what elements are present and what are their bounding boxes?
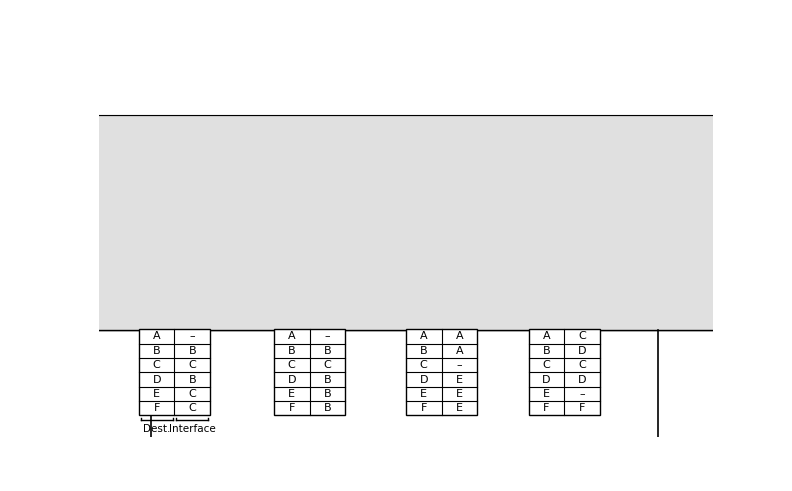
Text: P2: P2 [649,82,664,96]
Circle shape [435,136,469,157]
Text: A: A [420,331,428,341]
Bar [529,329,600,415]
Bar [139,329,210,415]
Text: C: C [578,331,586,341]
Text: Processo P1: Processo P1 [125,82,195,96]
Polygon shape [437,225,460,245]
Text: C: C [287,360,295,370]
Text: Equipamento do ISP: Equipamento do ISP [402,77,520,90]
Text: –: – [189,331,195,341]
Text: –: – [456,360,462,370]
Text: 4: 4 [303,162,312,175]
Text: E: E [500,198,508,211]
Text: E: E [288,389,295,399]
Text: F: F [543,403,550,413]
Text: B: B [188,346,196,356]
Text: C: C [578,360,586,370]
Text: A: A [543,331,550,341]
Text: D: D [447,139,457,152]
Text: D: D [543,375,550,384]
Text: A: A [455,331,463,341]
Text: E: E [456,375,463,384]
Text: F: F [288,403,295,413]
Text: F: F [421,403,427,413]
Text: C: C [323,360,331,370]
Polygon shape [296,159,319,178]
Text: A: A [281,198,291,211]
Text: A: A [288,331,295,341]
Text: E: E [456,403,463,413]
Text: Tabela de A (inicial): Tabela de A (inicial) [124,315,226,325]
Polygon shape [318,214,341,233]
Circle shape [269,194,303,215]
Text: C: C [188,403,196,413]
Text: F: F [154,403,160,413]
Text: Tabela de E: Tabela de E [535,315,594,325]
Text: F: F [579,403,585,413]
Text: LAN: LAN [572,219,596,232]
Text: E: E [421,389,427,399]
FancyBboxPatch shape [0,0,792,115]
Text: B: B [420,346,428,356]
Text: C: C [188,360,196,370]
Text: Tabela de C: Tabela de C [411,315,471,325]
Text: B: B [288,346,295,356]
Text: C: C [395,245,405,258]
Text: A: A [455,346,463,356]
Text: –: – [325,331,330,341]
Ellipse shape [265,123,529,274]
Text: B: B [153,346,161,356]
Text: Pacote: Pacote [195,266,234,279]
Polygon shape [522,196,542,213]
FancyBboxPatch shape [0,0,792,330]
Text: B: B [323,389,331,399]
Text: E: E [153,389,160,399]
Text: C: C [153,360,161,370]
Text: Tabela de A (depois): Tabela de A (depois) [257,315,363,325]
Text: –: – [579,389,584,399]
Text: 3: 3 [325,217,333,230]
FancyBboxPatch shape [0,0,792,330]
Text: D: D [152,375,161,384]
Text: D: D [578,346,586,356]
Text: H2: H2 [649,211,666,224]
Text: Dest.: Dest. [143,424,170,434]
Text: C: C [420,360,428,370]
Circle shape [548,194,583,215]
Text: D: D [578,375,586,384]
Text: B: B [188,375,196,384]
Bar [406,329,477,415]
Text: C: C [188,389,196,399]
Text: 2: 2 [445,228,453,241]
Text: F: F [562,198,569,211]
Text: B: B [323,403,331,413]
Text: B: B [323,375,331,384]
Text: B: B [343,139,352,152]
Text: B: B [543,346,550,356]
Text: Interface: Interface [169,424,215,434]
Circle shape [330,136,365,157]
Text: E: E [456,389,463,399]
Text: D: D [420,375,428,384]
Text: D: D [287,375,296,384]
Text: 1: 1 [527,198,536,211]
Text: Host H1: Host H1 [128,211,174,224]
Text: Roteador: Roteador [299,77,353,90]
Text: A: A [153,331,161,341]
Text: E: E [543,389,550,399]
Circle shape [383,241,417,262]
FancyBboxPatch shape [0,0,792,115]
Bar [274,329,345,415]
Text: B: B [323,346,331,356]
Circle shape [487,194,521,215]
Text: C: C [543,360,550,370]
